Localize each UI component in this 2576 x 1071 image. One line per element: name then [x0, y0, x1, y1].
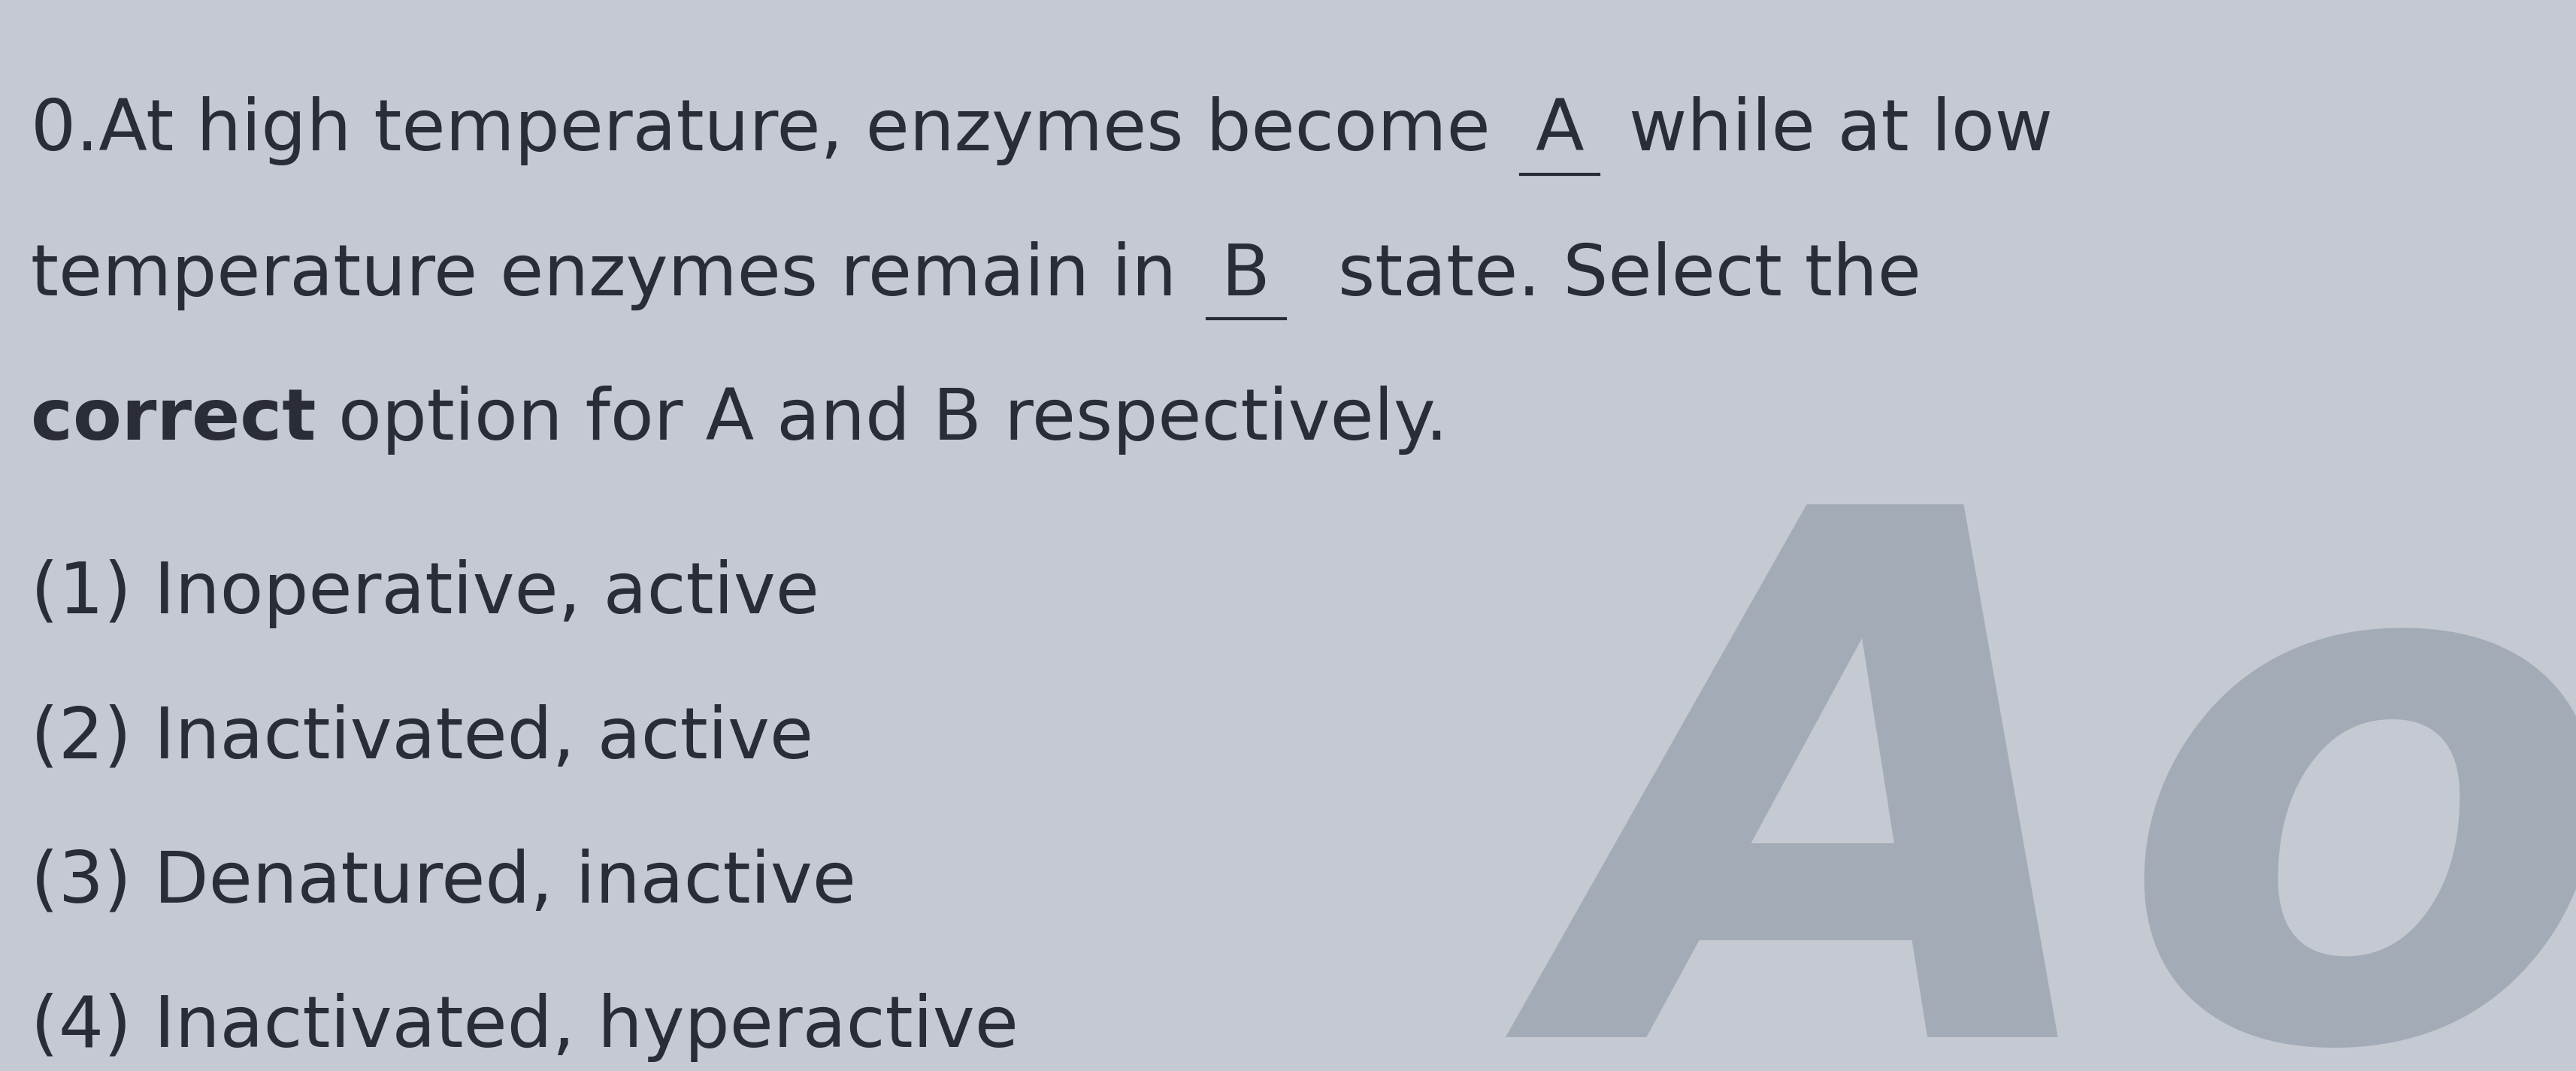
Text: option for A and B respectively.: option for A and B respectively.	[317, 386, 1448, 455]
Text: temperature enzymes remain in: temperature enzymes remain in	[31, 241, 1200, 311]
Text: (1) Inoperative, active: (1) Inoperative, active	[31, 559, 819, 629]
Text: (4) Inactivated, hyperactive: (4) Inactivated, hyperactive	[31, 993, 1018, 1062]
Text: 0.At high temperature, enzymes become: 0.At high temperature, enzymes become	[31, 96, 1512, 166]
Text: A: A	[1512, 96, 1607, 166]
Text: state. Select the: state. Select the	[1293, 241, 1922, 311]
Text: while at low: while at low	[1607, 96, 2053, 166]
Text: Ao: Ao	[1553, 482, 2576, 1071]
Text: B: B	[1200, 241, 1293, 311]
Text: (2) Inactivated, active: (2) Inactivated, active	[31, 704, 814, 773]
Text: (3) Denatured, inactive: (3) Denatured, inactive	[31, 848, 855, 918]
Text: correct: correct	[31, 386, 317, 455]
